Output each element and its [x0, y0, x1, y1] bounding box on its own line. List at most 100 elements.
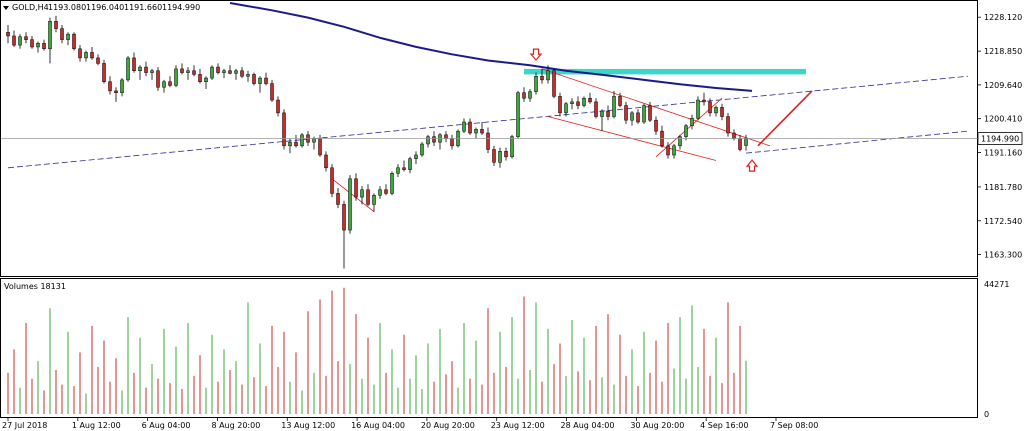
candle-body [210, 66, 214, 79]
candle-body [450, 138, 454, 147]
candle-body [300, 134, 304, 147]
symbol-label: GOLD,H4 [12, 3, 49, 12]
candle-body [630, 112, 634, 121]
candle-body [138, 66, 142, 71]
candle-body [696, 99, 700, 119]
candle-body [408, 158, 412, 170]
candle-body [636, 112, 640, 123]
x-tick-label: 30 Aug 20:00 [630, 421, 684, 430]
candle-body [24, 36, 28, 40]
candle-body [198, 74, 202, 82]
candle-body [42, 43, 46, 50]
candle-body [48, 21, 52, 50]
candle-body [480, 129, 484, 134]
volumes-label: Volumes 18131 [4, 282, 66, 291]
candle-body [372, 195, 376, 205]
candle-body [738, 138, 742, 150]
low-value: 1191.660 [124, 3, 162, 12]
open-value: 1193.080 [48, 3, 86, 12]
candle-body [264, 77, 268, 84]
candle-body [246, 74, 250, 77]
candle-body [690, 118, 694, 126]
y-tick-label: 1191.160 [984, 149, 1022, 158]
y-tick-label: 1218.850 [984, 47, 1022, 56]
x-tick-label: 4 Sep 16:00 [700, 421, 748, 430]
collapse-triangle-icon[interactable] [3, 6, 9, 10]
candle-body [72, 33, 76, 50]
candle-body [156, 70, 160, 88]
candle-body [30, 39, 34, 48]
candle-body [510, 136, 514, 158]
candle-body [474, 129, 478, 134]
candle-body [270, 83, 274, 101]
candle-body [192, 70, 196, 75]
candle-body [174, 68, 178, 86]
y-tick-label: 1172.540 [984, 217, 1022, 226]
arrow-down-icon [529, 48, 543, 62]
candle-body [600, 110, 604, 117]
candle-body [486, 132, 490, 150]
x-tick-label: 28 Aug 04:00 [561, 421, 615, 430]
candle-body [324, 154, 328, 169]
candle-body [720, 107, 724, 117]
trend-line-1 [745, 130, 969, 154]
candle-body [336, 193, 340, 205]
y-tick-label: 1209.640 [984, 81, 1022, 90]
x-tick-label: 23 Aug 12:00 [491, 421, 545, 430]
candle-body [426, 136, 430, 145]
current-price-box [977, 132, 1023, 145]
candle-body [516, 92, 520, 137]
candle-body [540, 75, 544, 81]
candle-body [120, 79, 124, 93]
candle-body [678, 136, 682, 147]
candle-body [36, 43, 40, 48]
candle-body [570, 101, 574, 104]
candle-body [492, 149, 496, 163]
candle-body [84, 52, 88, 59]
y-tick-label: 1181.780 [984, 183, 1022, 192]
channel-line-0 [541, 68, 771, 147]
candle-body [102, 63, 106, 82]
candle-body [642, 105, 646, 123]
x-tick-label: 27 Jul 2018 [2, 421, 47, 430]
candle-body [384, 189, 388, 194]
candle-body [276, 99, 280, 114]
x-tick-label: 13 Aug 12:00 [281, 421, 335, 430]
candle-body [672, 145, 676, 156]
candle-body [180, 68, 184, 73]
channel-line-3 [331, 178, 375, 213]
candle-body [726, 116, 730, 134]
x-tick-label: 8 Aug 20:00 [211, 421, 260, 430]
arrow-up-icon [745, 159, 759, 172]
candle-body [396, 167, 400, 174]
candle-body [390, 173, 394, 194]
candle-body [228, 70, 232, 74]
candle-body [522, 92, 526, 99]
candle-body [744, 138, 748, 146]
candle-body [204, 77, 208, 82]
resistance-zone [524, 68, 806, 75]
candle-body [654, 119, 658, 132]
candle-body [354, 178, 358, 198]
high-value: 1196.040 [86, 3, 124, 12]
candle-body [612, 96, 616, 117]
moving-average-line [229, 2, 753, 92]
candle-body [66, 33, 70, 40]
candle-body [330, 167, 334, 194]
candle-body [318, 138, 322, 156]
current-price-label: 1194.990 [981, 135, 1019, 144]
candle-body [312, 138, 316, 143]
candle-body [162, 81, 166, 88]
candle-body [558, 96, 562, 114]
candle-body [144, 66, 148, 73]
candle-body [618, 96, 622, 106]
candle-body [552, 70, 556, 97]
candle-body [504, 151, 508, 158]
candle-body [432, 136, 436, 143]
candle-body [252, 74, 256, 84]
candle-body [624, 105, 628, 121]
candle-body [702, 99, 706, 103]
x-tick-label: 6 Aug 04:00 [142, 421, 191, 430]
candle-body [462, 121, 466, 132]
